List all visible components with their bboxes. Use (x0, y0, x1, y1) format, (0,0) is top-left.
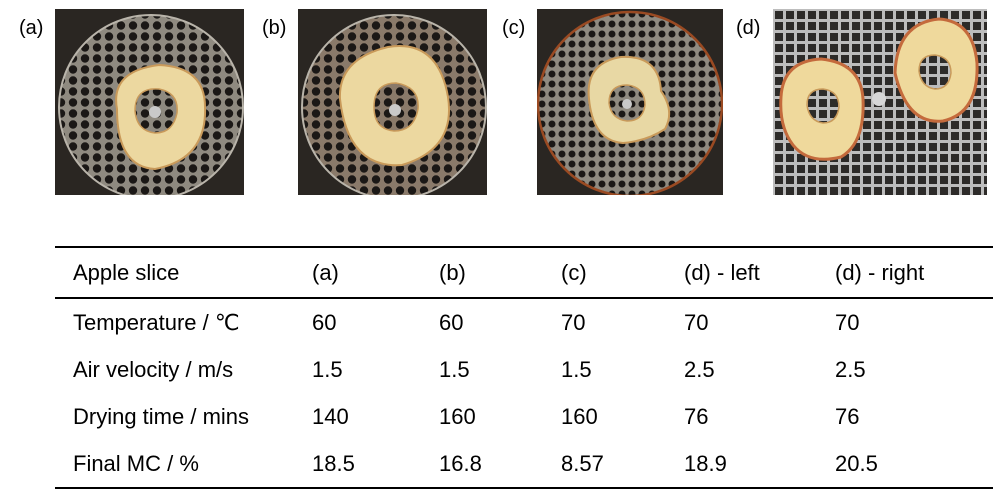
table-cell: 1.5 (439, 356, 470, 382)
drying-conditions-table: Apple slice (a) (b) (c) (d) - left (d) -… (55, 246, 993, 489)
table-header-cell: (d) - right (835, 259, 925, 285)
table-cell: 70 (684, 309, 709, 335)
table-row: Temperature / ℃ 60 60 70 70 70 (55, 298, 993, 346)
photo-panel-b (298, 9, 487, 195)
photo-panel-c (537, 9, 723, 195)
table-row: Air velocity / m/s 1.5 1.5 1.5 2.5 2.5 (55, 346, 993, 393)
panel-label-b: (b) (262, 17, 287, 39)
table-cell: 16.8 (439, 450, 482, 476)
table-header-cell: (d) - left (684, 259, 760, 285)
table-cell: 8.57 (561, 450, 604, 476)
table-header-cell: Apple slice (73, 259, 180, 285)
apple-ring-on-round-mesh-icon (537, 9, 723, 195)
table-cell: 2.5 (684, 356, 715, 382)
table-cell: 1.5 (561, 356, 592, 382)
table-header-cell: (a) (312, 259, 339, 285)
apple-ring-on-round-mesh-icon (55, 9, 244, 195)
table-cell: 2.5 (835, 356, 866, 382)
table-cell: 1.5 (312, 356, 343, 382)
row-label-temperature: Temperature / ℃ (73, 309, 240, 335)
table-header-cell: (b) (439, 259, 466, 285)
panel-label-c: (c) (502, 17, 526, 39)
apple-ring-on-round-mesh-icon (298, 9, 487, 195)
table-cell: 18.9 (684, 450, 727, 476)
table-header-row: Apple slice (a) (b) (c) (d) - left (d) -… (55, 247, 993, 298)
row-label-drying-time: Drying time / mins (73, 403, 250, 429)
table-cell: 76 (835, 403, 860, 429)
table-cell: 160 (439, 403, 476, 429)
table-row: Drying time / mins 140 160 160 76 76 (55, 393, 993, 440)
two-apple-rings-on-square-grid-icon (773, 9, 987, 195)
panel-label-a: (a) (19, 17, 44, 39)
table-cell: 70 (835, 309, 860, 335)
panel-label-d: (d) (736, 17, 761, 39)
photo-panel-d (773, 9, 987, 195)
table-header-cell: (c) (561, 259, 587, 285)
table-cell: 160 (561, 403, 598, 429)
table-cell: 18.5 (312, 450, 355, 476)
row-label-air-velocity: Air velocity / m/s (73, 356, 234, 382)
table-row: Final MC / % 18.5 16.8 8.57 18.9 20.5 (55, 440, 993, 488)
table-cell: 140 (312, 403, 349, 429)
table-cell: 20.5 (835, 450, 878, 476)
photo-panel-a (55, 9, 244, 195)
table-cell: 76 (684, 403, 709, 429)
row-label-final-mc: Final MC / % (73, 450, 199, 476)
table-cell: 70 (561, 309, 586, 335)
table-cell: 60 (439, 309, 464, 335)
table-cell: 60 (312, 309, 337, 335)
